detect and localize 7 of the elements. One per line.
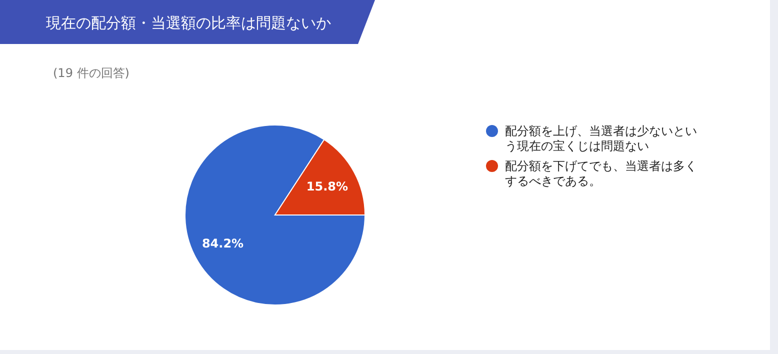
chart-subtitle: (19 件の回答) bbox=[53, 66, 130, 80]
legend-label: 配分額を上げ、当選者は少ないという現在の宝くじは問題ない bbox=[505, 124, 697, 153]
legend-label: 配分額を下げてでも、当選者は多くするべきである。 bbox=[505, 159, 697, 188]
pie-slice bbox=[184, 124, 366, 306]
data-label: 84.2% bbox=[202, 236, 244, 250]
chart-title: 現在の配分額・当選額の比率は問題ないか bbox=[46, 14, 331, 32]
data-label: 15.8% bbox=[306, 180, 348, 194]
